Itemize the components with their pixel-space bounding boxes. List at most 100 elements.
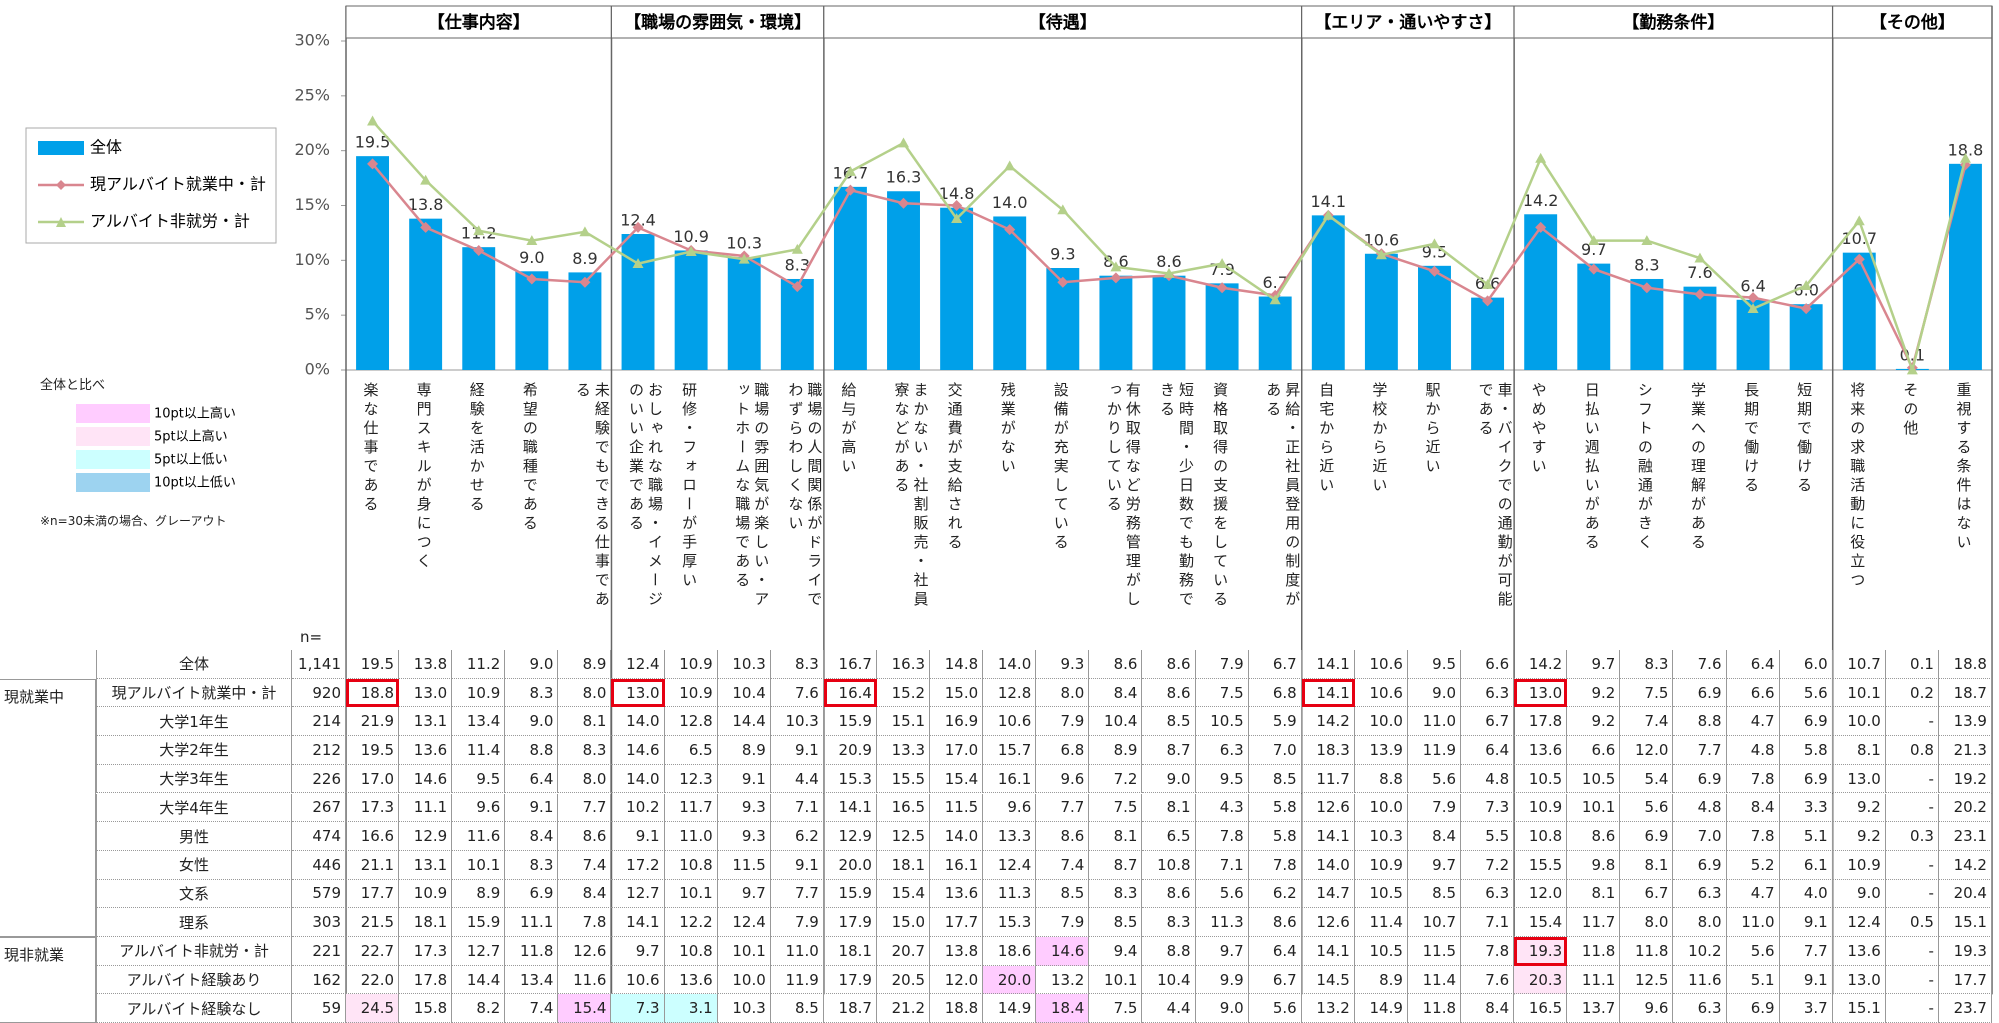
- table-cell: 11.0: [1407, 707, 1462, 737]
- table-cell: -: [1885, 994, 1939, 1023]
- table-cell: 14.2: [1938, 850, 1992, 880]
- bar-value-label: 9.7: [1581, 240, 1606, 259]
- table-cell: 13.3: [876, 736, 931, 765]
- bar-value-label: 10.3: [726, 234, 762, 253]
- table-cell: 23.7: [1938, 994, 1992, 1023]
- table-cell: 4.7: [1726, 879, 1780, 909]
- table-cell: 10.4: [1089, 707, 1143, 737]
- marker: [632, 221, 644, 233]
- table-cell: 12.4: [611, 650, 665, 679]
- table-cell: 11.7: [1567, 908, 1621, 937]
- table-cell: 10.9: [452, 678, 506, 708]
- marker: [1641, 235, 1653, 245]
- table-cell: 10.5: [1514, 764, 1568, 794]
- group-header: [823, 5, 1303, 39]
- marker: [1482, 278, 1494, 289]
- table-cell: 14.6: [399, 764, 453, 794]
- table-cell: 6.8: [1248, 678, 1302, 708]
- table-cell: 11.8: [1567, 937, 1621, 966]
- table-cell: 8.5: [1036, 879, 1090, 909]
- table-cell: 8.3: [770, 650, 824, 679]
- table-cell: 9.0: [1407, 678, 1462, 708]
- bar: [1311, 215, 1345, 370]
- table-cell: 4.8: [1673, 793, 1727, 823]
- row-label: 大学3年生: [96, 764, 292, 794]
- table-cell: 14.1: [1301, 650, 1355, 679]
- table-cell: 6.9: [1779, 707, 1833, 737]
- table-cell: 4.7: [1726, 707, 1780, 737]
- category-label: 資格取得の支援をしている: [1211, 382, 1230, 610]
- table-cell: 14.6: [1036, 937, 1090, 966]
- table-cell: -: [1885, 965, 1939, 995]
- table-cell: 18.6: [983, 937, 1037, 966]
- table-cell: 19.3: [1938, 937, 1992, 966]
- table-cell: 13.7: [1567, 994, 1621, 1023]
- table-cell: 6.9: [505, 879, 559, 909]
- table-cell: 9.1: [770, 736, 824, 765]
- table-cell: 15.1: [1938, 908, 1992, 937]
- bar-value-label: 8.3: [785, 255, 810, 274]
- table-cell: 12.4: [983, 850, 1037, 880]
- row-label: 全体: [96, 650, 292, 679]
- table-cell: 9.0: [505, 707, 559, 737]
- table-cell: 10.4: [717, 678, 771, 708]
- table-cell: 7.8: [1461, 937, 1515, 966]
- group-title: 【職場の雰囲気・環境】: [624, 12, 811, 33]
- y-tick-label: 15%: [294, 195, 330, 214]
- table-cell: 13.0: [1832, 764, 1886, 794]
- table-cell: 4.8: [1461, 764, 1515, 794]
- table-cell: 8.7: [1089, 850, 1143, 880]
- bar-value-label: 9.0: [519, 248, 544, 267]
- marker: [1535, 221, 1547, 233]
- table-cell: 6.9: [1673, 678, 1727, 708]
- table-cell: 13.0: [611, 678, 665, 708]
- table-cell: 9.7: [1567, 650, 1621, 679]
- row-label: 文系: [96, 879, 292, 909]
- table-cell: 9.1: [717, 764, 771, 794]
- highlight-swatch: [76, 450, 150, 469]
- table-cell: 7.8: [558, 908, 612, 937]
- table-cell: 7.9: [1036, 707, 1090, 737]
- table-cell: 6.4: [505, 764, 559, 794]
- marker: [579, 226, 591, 237]
- table-cell: 13.9: [1938, 707, 1992, 737]
- bar: [568, 272, 602, 370]
- table-cell: 11.6: [558, 965, 612, 995]
- table-cell: 8.3: [505, 678, 559, 708]
- table-cell: 5.6: [1248, 994, 1302, 1023]
- table-cell: 17.8: [399, 965, 453, 995]
- table-cell: 13.1: [399, 850, 453, 880]
- table-cell: 10.1: [717, 937, 771, 966]
- table-cell: 13.2: [1036, 965, 1090, 995]
- bar: [1205, 283, 1239, 370]
- highlight-swatch: [76, 427, 150, 446]
- table-cell: 7.0: [1248, 736, 1302, 765]
- table-cell: 19.3: [1514, 937, 1568, 966]
- table-cell: 10.9: [1354, 850, 1408, 880]
- table-cell: 14.6: [611, 736, 665, 765]
- table-cell: 20.0: [823, 850, 877, 880]
- table-cell: 4.0: [1779, 879, 1833, 909]
- table-cell: 18.8: [346, 678, 400, 708]
- table-cell: 11.1: [505, 908, 559, 937]
- table-cell: 17.7: [930, 908, 984, 937]
- table-cell: 12.8: [664, 707, 718, 737]
- marker: [367, 115, 379, 126]
- legend-marker: [56, 217, 66, 227]
- table-cell: 14.0: [930, 822, 984, 851]
- table-cell: 14.9: [983, 994, 1037, 1023]
- row-n: 267: [292, 793, 346, 823]
- table-cell: 24.5: [346, 994, 400, 1023]
- table-cell: 10.9: [664, 678, 718, 708]
- table-cell: 18.1: [876, 850, 931, 880]
- row-label: 理系: [96, 908, 292, 937]
- table-cell: 9.7: [611, 937, 665, 966]
- table-cell: 5.8: [1779, 736, 1833, 765]
- table-cell: 9.1: [770, 850, 824, 880]
- table-cell: 7.5: [1089, 994, 1143, 1023]
- table-cell: 12.7: [452, 937, 506, 966]
- table-cell: 13.3: [983, 822, 1037, 851]
- table-cell: 13.2: [1301, 994, 1355, 1023]
